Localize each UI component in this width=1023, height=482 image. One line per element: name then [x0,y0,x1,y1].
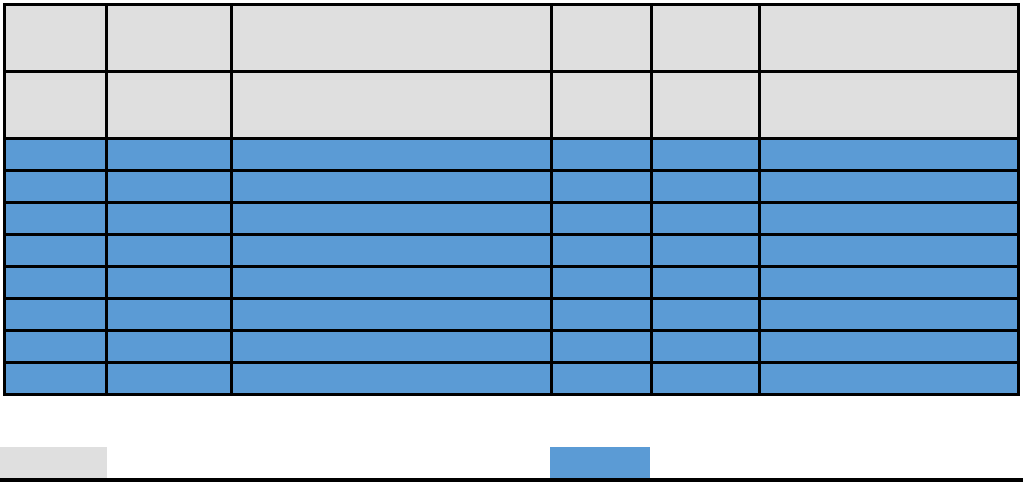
data-table [3,3,1020,396]
header-cell [650,3,761,73]
header-cell [230,70,553,140]
table-cell [550,329,653,364]
header-cell [550,3,653,73]
table-row[interactable] [3,233,1020,268]
table-cell [650,137,761,172]
table-cell [758,265,1020,300]
table-cell [105,169,233,204]
header-cell [650,70,761,140]
table-cell [650,233,761,268]
table-cell [650,361,761,396]
header-cell [758,3,1020,73]
header-cell [105,70,233,140]
table-cell [230,233,553,268]
table-header [3,3,1020,140]
table-cell [550,233,653,268]
table-cell [550,361,653,396]
legend-swatch-header [0,447,107,478]
legend [0,447,1023,478]
table-row[interactable] [3,297,1020,332]
table-cell [105,265,233,300]
table-row[interactable] [3,329,1020,364]
table-cell [230,169,553,204]
bottom-divider [0,478,1023,482]
table-cell [550,297,653,332]
table-cell [230,329,553,364]
header-cell [550,70,653,140]
table-cell [3,169,108,204]
header-cell [758,70,1020,140]
table-subheader-row [3,70,1020,140]
table-cell [105,329,233,364]
header-cell [105,3,233,73]
table-body [3,137,1020,396]
table-cell [550,265,653,300]
table-cell [758,169,1020,204]
table-row[interactable] [3,265,1020,300]
table-cell [230,297,553,332]
table-cell [650,201,761,236]
table-cell [758,297,1020,332]
table-cell [105,297,233,332]
table-cell [758,329,1020,364]
table-cell [105,201,233,236]
table-cell [650,329,761,364]
table-cell [650,297,761,332]
table-row[interactable] [3,361,1020,396]
table-cell [105,137,233,172]
header-cell [230,3,553,73]
table-cell [550,201,653,236]
table-row[interactable] [3,137,1020,172]
table-row[interactable] [3,169,1020,204]
table-cell [105,361,233,396]
table-cell [230,265,553,300]
table-cell [758,201,1020,236]
table-cell [230,361,553,396]
legend-swatch-data [550,447,650,478]
table-cell [758,137,1020,172]
header-cell [3,3,108,73]
legend-entry-data [550,447,650,478]
table-cell [230,201,553,236]
table-cell [105,233,233,268]
table-cell [3,233,108,268]
table-cell [758,361,1020,396]
table-cell [3,297,108,332]
table-cell [650,169,761,204]
table-cell [550,137,653,172]
table-cell [550,169,653,204]
header-cell [3,70,108,140]
table-cell [3,137,108,172]
legend-entry-header [0,447,107,478]
table-cell [3,329,108,364]
table-row[interactable] [3,201,1020,236]
table-cell [3,361,108,396]
table-cell [3,265,108,300]
table-cell [230,137,553,172]
table-cell [3,201,108,236]
table-header-row [3,3,1020,73]
table-cell [758,233,1020,268]
table-cell [650,265,761,300]
